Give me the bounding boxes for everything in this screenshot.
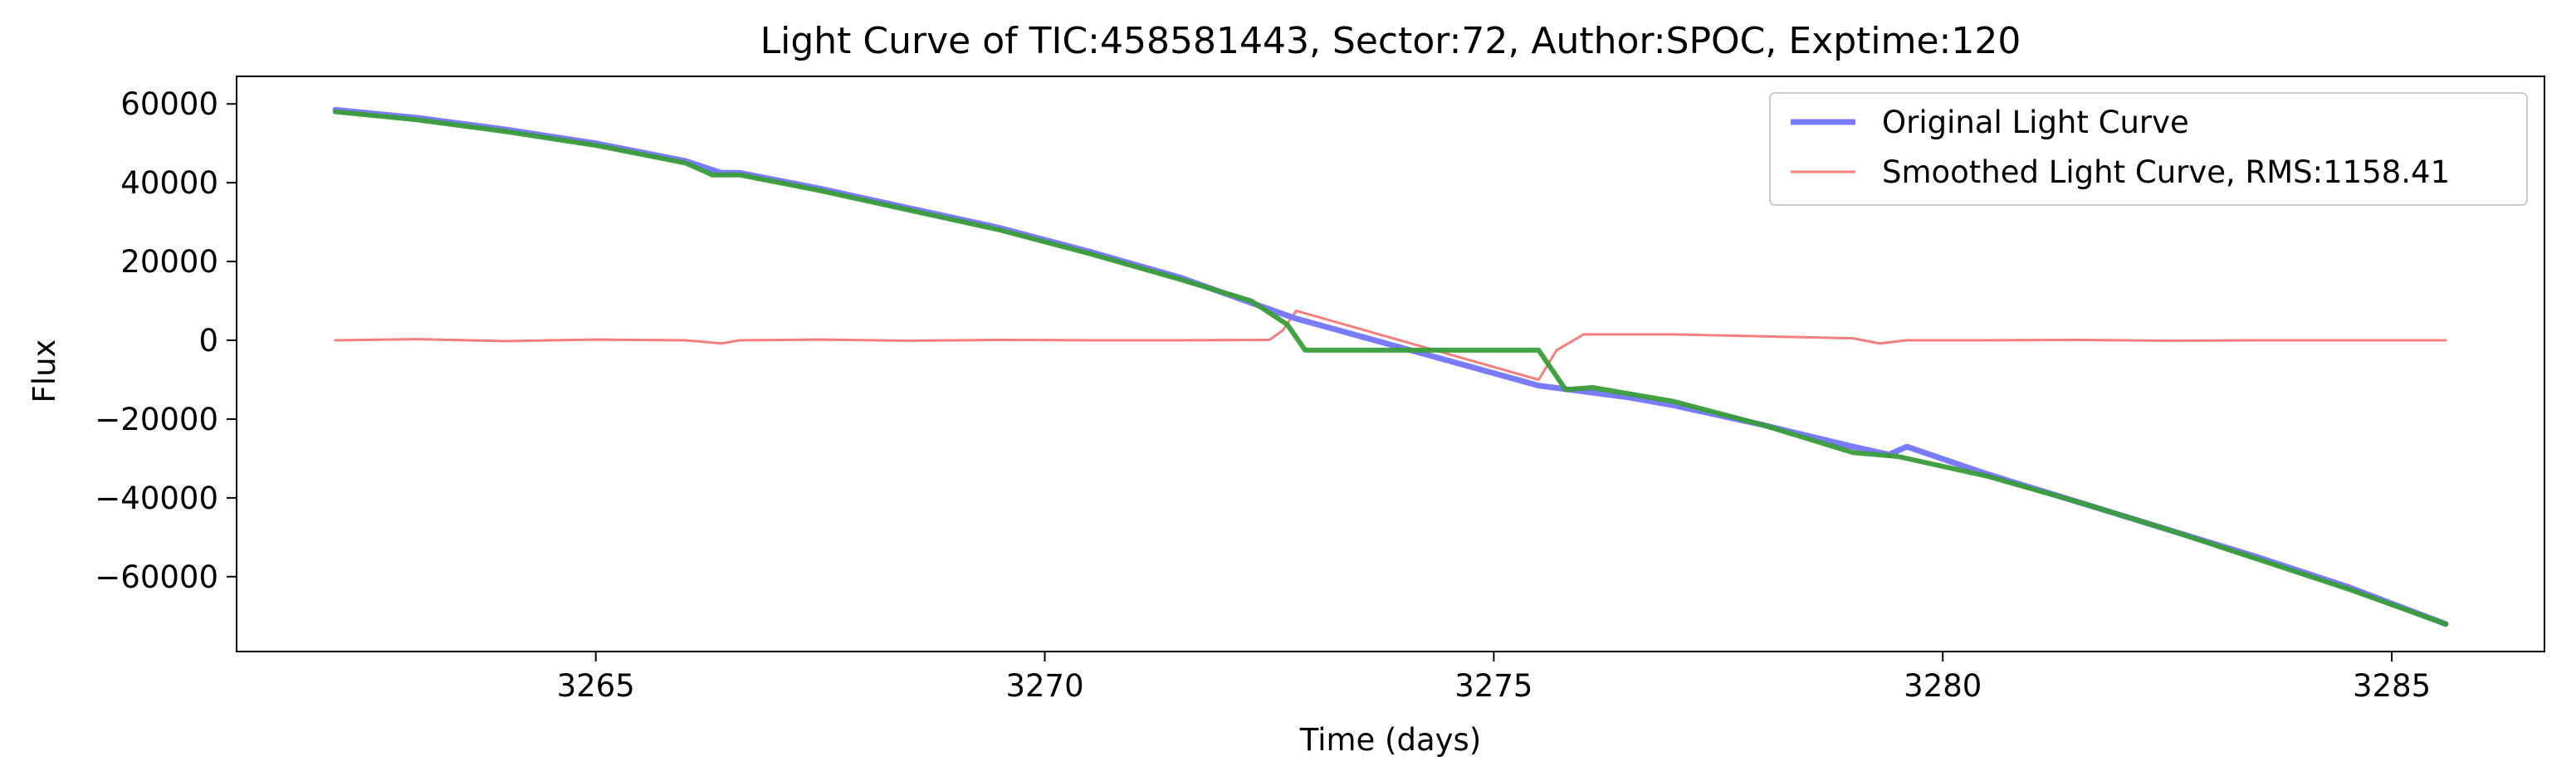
x-axis-title: Time (days) <box>1299 722 1482 758</box>
y-tick-label: −60000 <box>95 559 218 595</box>
y-tick-label: 0 <box>198 323 218 359</box>
x-tick-label: 3280 <box>1904 668 1982 704</box>
series-trend-line <box>333 109 2448 627</box>
chart-title: Light Curve of TIC:458581443, Sector:72,… <box>760 20 2021 62</box>
y-tick-label: 60000 <box>120 86 218 122</box>
legend-box <box>1769 92 2528 206</box>
x-tick-label: 3285 <box>2353 668 2431 704</box>
y-tick-label: 40000 <box>120 165 218 201</box>
axis-ticks: 3265 3270 3275 3280 3285 60000 40000 20000 0 −200… <box>95 86 2431 704</box>
x-tick-label: 3270 <box>1005 668 1083 704</box>
y-axis-title: Flux <box>27 339 62 403</box>
legend: Original Light Curve Smoothed Light Curv… <box>1769 92 2528 206</box>
plot-frame <box>236 76 2545 652</box>
legend-label-smoothed: Smoothed Light Curve, RMS:1158.41 <box>1882 154 2450 190</box>
x-tick-label: 3265 <box>557 668 635 704</box>
plot-area <box>332 106 2449 627</box>
legend-label-original: Original Light Curve <box>1882 105 2189 140</box>
y-tick-label: −40000 <box>95 481 218 516</box>
y-tick-label: −20000 <box>95 402 218 437</box>
y-tick-label: 20000 <box>120 244 218 280</box>
x-tick-label: 3275 <box>1454 668 1532 704</box>
series-smoothed-light-curve <box>334 309 2447 381</box>
